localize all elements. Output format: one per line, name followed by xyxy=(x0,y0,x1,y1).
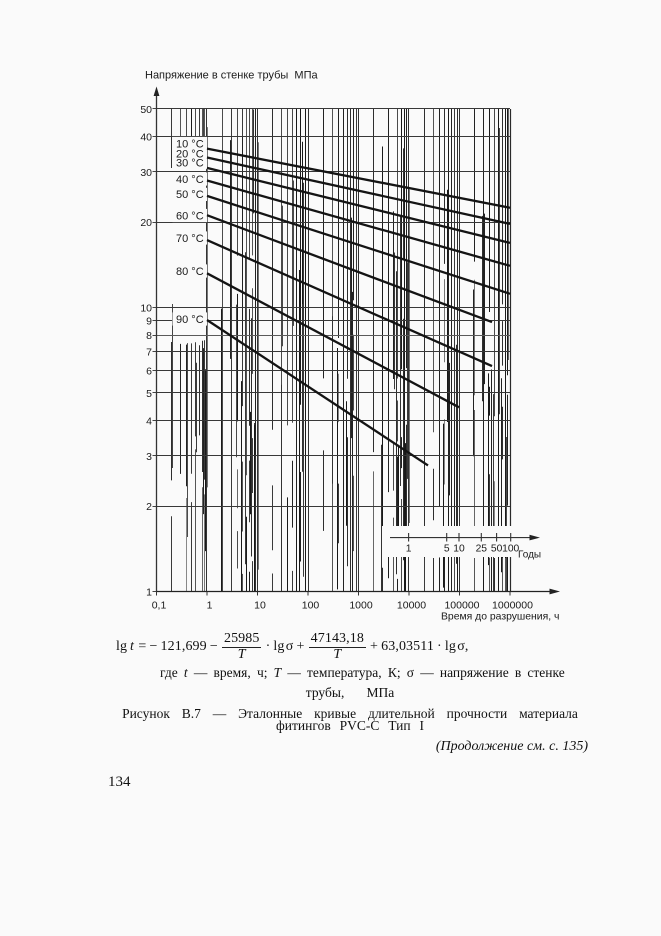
svg-text:10 °C: 10 °C xyxy=(176,138,204,150)
svg-text:7: 7 xyxy=(146,347,152,359)
svg-text:10: 10 xyxy=(453,544,465,555)
svg-text:10: 10 xyxy=(140,303,152,315)
svg-text:20: 20 xyxy=(140,217,152,229)
svg-text:0,1: 0,1 xyxy=(152,600,167,612)
svg-text:5: 5 xyxy=(146,388,152,400)
svg-text:100000: 100000 xyxy=(444,600,479,612)
svg-text:40: 40 xyxy=(140,132,152,144)
svg-text:40 °C: 40 °C xyxy=(176,174,204,186)
svg-text:Напряжение в стенке трубы МПа: Напряжение в стенке трубы МПа xyxy=(145,70,318,82)
svg-text:50 °C: 50 °C xyxy=(176,189,204,201)
svg-text:1000000: 1000000 xyxy=(492,600,533,612)
svg-text:1: 1 xyxy=(146,587,152,599)
svg-text:1: 1 xyxy=(406,544,412,555)
svg-text:10000: 10000 xyxy=(397,600,426,612)
svg-text:25: 25 xyxy=(476,544,488,555)
svg-text:1000: 1000 xyxy=(349,600,373,612)
svg-text:1: 1 xyxy=(207,600,213,612)
svg-text:10: 10 xyxy=(254,600,266,612)
svg-text:30: 30 xyxy=(140,167,152,179)
svg-text:20 °C: 20 °C xyxy=(176,148,204,160)
svg-text:Годы: Годы xyxy=(518,550,541,561)
svg-text:90 °C: 90 °C xyxy=(176,314,204,326)
svg-text:2: 2 xyxy=(146,501,152,513)
svg-text:3: 3 xyxy=(146,451,152,463)
svg-text:50: 50 xyxy=(140,104,152,116)
svg-text:30 °C: 30 °C xyxy=(176,157,204,169)
svg-text:6: 6 xyxy=(146,366,152,378)
svg-text:5: 5 xyxy=(444,544,450,555)
svg-text:100: 100 xyxy=(302,600,320,612)
svg-text:70 °C: 70 °C xyxy=(176,233,204,245)
svg-text:60 °C: 60 °C xyxy=(176,210,204,222)
svg-text:100: 100 xyxy=(502,544,519,555)
svg-text:8: 8 xyxy=(146,330,152,342)
svg-text:50: 50 xyxy=(491,544,503,555)
svg-text:80 °C: 80 °C xyxy=(176,266,204,278)
svg-text:9: 9 xyxy=(146,316,152,328)
svg-text:4: 4 xyxy=(146,416,152,428)
svg-text:Время до разрушения, ч: Время до разрушения, ч xyxy=(441,612,559,623)
